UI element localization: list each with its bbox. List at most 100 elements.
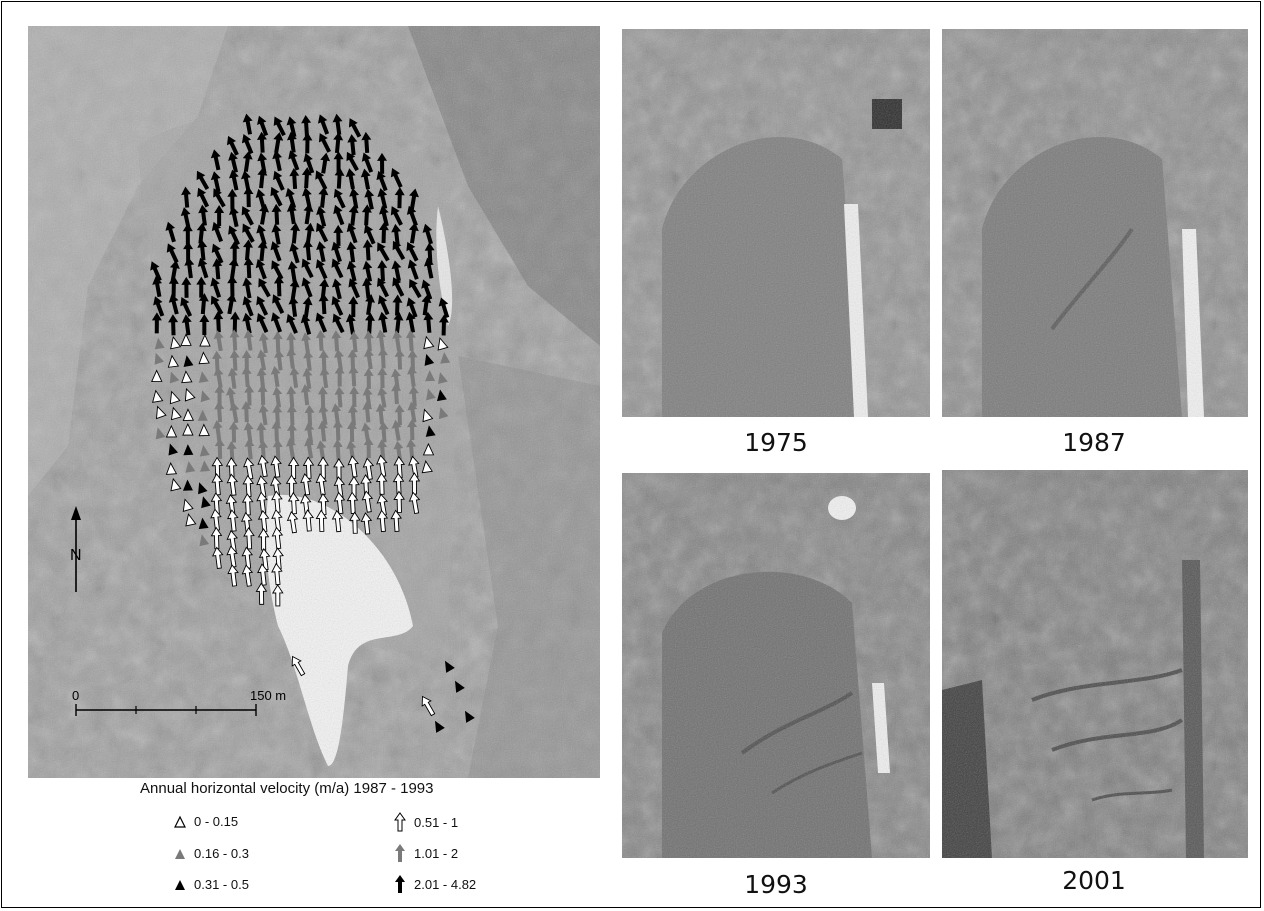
velocity-arrow (286, 386, 297, 408)
velocity-arrow (256, 131, 267, 153)
arrow-gray-icon (395, 844, 405, 862)
velocity-arrow (377, 259, 388, 282)
velocity-arrow (258, 332, 269, 354)
velocity-arrow (409, 278, 422, 299)
velocity-arrow (345, 168, 356, 190)
velocity-arrow (226, 293, 237, 315)
velocity-arrow (270, 365, 281, 388)
velocity-arrow (211, 221, 224, 243)
velocity-arrow (257, 240, 268, 262)
velocity-arrow (393, 312, 404, 334)
velocity-arrow (405, 311, 416, 333)
velocity-arrow (211, 473, 224, 496)
velocity-arrow (405, 329, 416, 352)
velocity-arrow (315, 312, 328, 333)
velocity-arrow (258, 278, 271, 298)
velocity-arrow (391, 419, 402, 441)
velocity-arrow (362, 401, 373, 423)
velocity-arrow (304, 422, 315, 444)
velocity-arrow (349, 331, 360, 353)
velocity-arrow (301, 277, 313, 298)
velocity-arrow (244, 384, 255, 406)
velocity-arrow (421, 279, 433, 300)
velocity-arrow (270, 241, 282, 262)
velocity-arrow (391, 223, 402, 245)
velocity-arrow (362, 387, 373, 409)
velocity-arrow (154, 352, 165, 365)
velocity-arrow (211, 350, 222, 372)
velocity-arrow (273, 170, 285, 191)
velocity-arrow (301, 167, 312, 189)
velocity-arrow (258, 439, 269, 461)
velocity-arrow (210, 171, 221, 193)
velocity-arrow (375, 472, 388, 495)
velocity-arrow (256, 312, 269, 333)
velocity-arrow (362, 239, 373, 261)
velocity-arrow (226, 509, 239, 532)
velocity-arrow (333, 491, 346, 515)
legend-item-label: 2.01 - 4.82 (414, 876, 477, 892)
velocity-arrow (182, 408, 195, 422)
velocity-arrow (150, 261, 162, 282)
legend-item-label: 0.16 - 0.3 (194, 846, 249, 861)
velocity-arrow (226, 135, 239, 156)
velocity-arrow (364, 188, 375, 210)
velocity-arrow (375, 403, 386, 425)
velocity-arrow (315, 259, 328, 280)
velocity-arrow (241, 170, 251, 192)
velocity-arrow (214, 205, 225, 227)
triangle-gray-icon (175, 848, 185, 859)
velocity-arrow (151, 312, 162, 334)
velocity-arrow (315, 170, 328, 190)
velocity-arrow (243, 186, 254, 208)
velocity-arrow (242, 296, 254, 317)
velocity-arrow (213, 330, 224, 352)
velocity-arrow (225, 386, 236, 408)
velocity-arrow (230, 311, 241, 333)
velocity-arrow (242, 150, 253, 172)
velocity-arrow (316, 205, 327, 227)
velocity-arrow (331, 296, 344, 316)
velocity-arrow (286, 116, 297, 138)
velocity-arrow (271, 203, 282, 225)
velocity-arrow (180, 207, 191, 229)
velocity-arrow (229, 240, 240, 262)
velocity-arrow (229, 402, 240, 424)
velocity-arrow (273, 132, 284, 154)
velocity-arrow (289, 366, 300, 388)
velocity-arrow (200, 390, 211, 403)
velocity-arrow (346, 440, 357, 462)
velocity-arrow (348, 278, 360, 299)
velocity-arrow (198, 517, 209, 530)
velocity-arrow (318, 133, 332, 153)
velocity-arrow (181, 186, 192, 208)
velocity-arrow (394, 404, 405, 426)
velocity-arrow (228, 225, 240, 246)
velocity-arrow (465, 710, 475, 723)
velocity-arrow (316, 222, 329, 243)
scale-bar (75, 704, 257, 716)
velocity-arrow (286, 331, 297, 354)
velocity-arrow (170, 406, 182, 421)
velocity-arrow (378, 311, 388, 333)
velocity-arrow (377, 367, 388, 389)
velocity-arrow (198, 204, 209, 226)
velocity-arrow (255, 188, 266, 210)
velocity-arrow (319, 366, 330, 389)
velocity-arrow (362, 260, 373, 282)
velocity-arrow (362, 277, 373, 299)
velocity-arrow (241, 134, 254, 155)
velocity-arrow (318, 186, 329, 208)
velocity-arrow (346, 260, 357, 282)
velocity-arrow (241, 366, 252, 388)
velocity-arrow (360, 512, 373, 535)
velocity-arrow (408, 385, 419, 407)
velocity-arrow (259, 203, 270, 225)
velocity-arrow (227, 275, 238, 297)
velocity-arrow (181, 370, 193, 384)
velocity-arrow (318, 349, 329, 371)
velocity-arrow (332, 419, 343, 441)
velocity-arrow (212, 420, 223, 442)
velocity-arrow (317, 420, 328, 442)
velocity-arrow (315, 509, 328, 532)
